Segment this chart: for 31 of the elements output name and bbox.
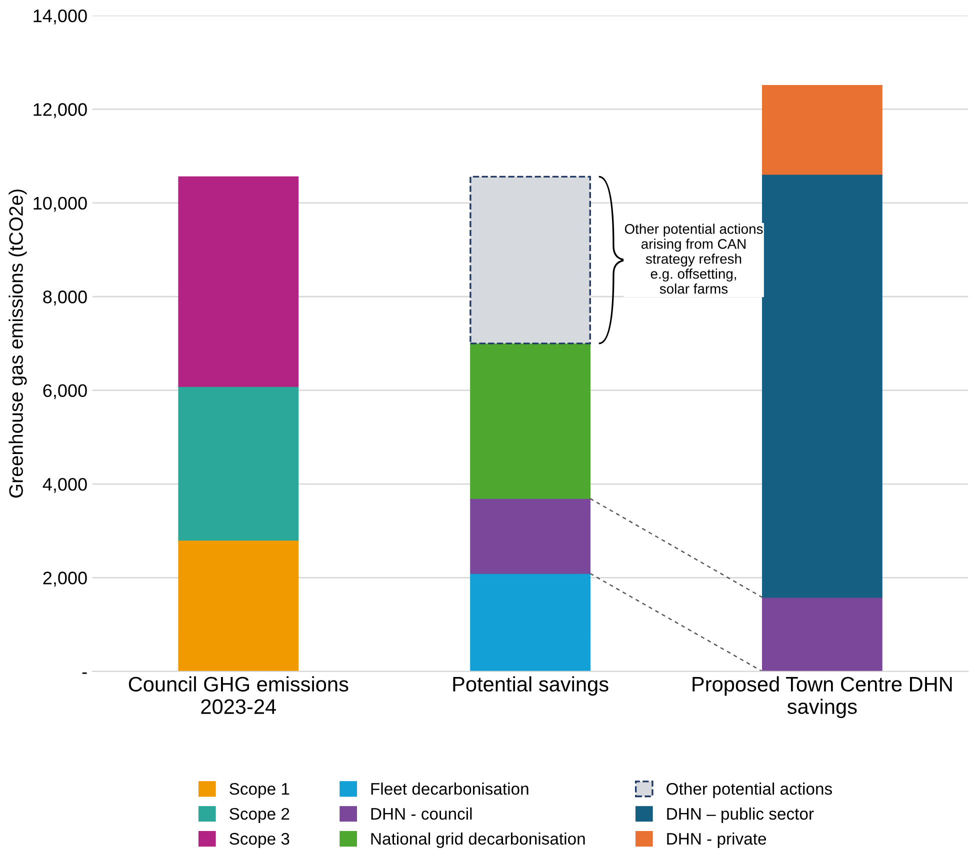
legend-label: Scope 2 <box>230 808 290 824</box>
x-tick-label: Potential savings <box>453 676 608 696</box>
y-tick-label: 14,000 <box>34 9 87 24</box>
y-tick-label: 10,000 <box>34 196 87 212</box>
x-tick-label: Proposed Town Centre DHN savings <box>692 676 952 718</box>
bar <box>470 343 590 499</box>
x-tick-label: Council GHG emissions 2023-24 <box>128 676 348 714</box>
legend-label: Fleet decarbonisation <box>371 782 528 795</box>
legend-label: Scope 1 <box>230 782 290 798</box>
y-tick-label: 6,000 <box>43 384 87 400</box>
bar <box>178 386 299 541</box>
bar <box>762 597 882 672</box>
y-tick-label: - <box>82 672 87 674</box>
y-tick-label: 8,000 <box>43 290 87 306</box>
y-tick-label: 2,000 <box>43 572 87 587</box>
legend-label: DHN - private <box>667 832 766 848</box>
bar <box>178 176 299 387</box>
bar <box>762 174 882 598</box>
y-axis-title: Greenhouse gas emissions (tCO2e) <box>8 190 27 498</box>
annotation: Other potential actions arising from CAN strategy refresh e.g. offsetting, solar farms <box>624 224 763 294</box>
legend-label: Scope 3 <box>230 832 290 848</box>
legend-label: DHN - council <box>371 808 472 820</box>
bar <box>470 573 590 672</box>
y-tick-label: 4,000 <box>42 478 87 493</box>
bar <box>470 498 590 574</box>
bar <box>178 540 299 672</box>
legend-label: National grid decarbonisation <box>371 832 585 848</box>
legend-label: Other potential actions <box>666 782 832 798</box>
y-tick-label: 12,000 <box>34 103 87 118</box>
bar <box>762 84 882 175</box>
legend-label: DHN – public sector <box>667 808 814 824</box>
